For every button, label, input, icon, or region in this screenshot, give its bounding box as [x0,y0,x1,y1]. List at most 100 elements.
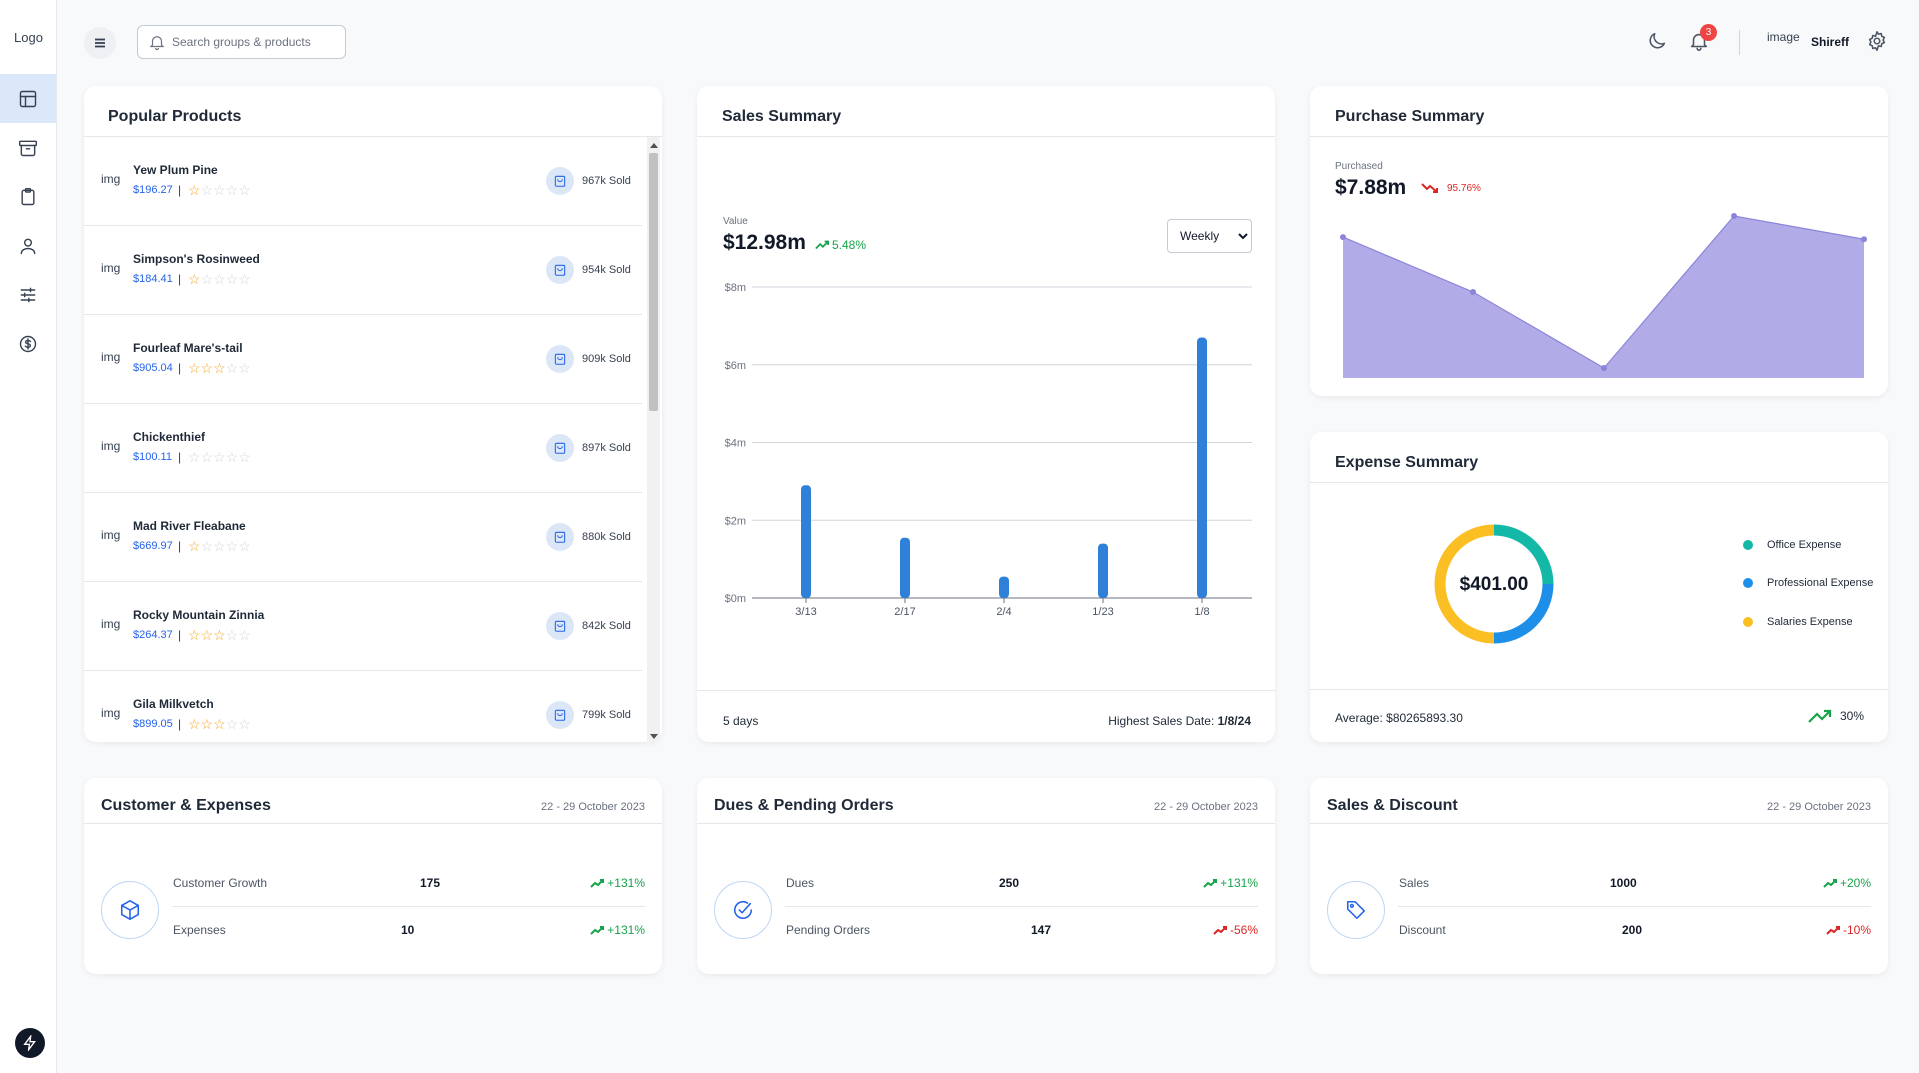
product-price: $184.41 [133,273,173,285]
divider [1398,906,1871,907]
nav-users[interactable] [0,221,56,270]
rating-stars: ☆☆☆☆☆ [188,538,251,554]
card-title: Expense Summary [1335,454,1479,471]
list-item[interactable]: img Yew Plum Pine $196.27 | ☆☆☆☆☆ 967k S… [84,137,642,226]
product-name: Chickenthief [133,430,206,444]
cart-button[interactable] [546,434,574,462]
logo: Logo [14,30,43,45]
user-name[interactable]: Shireff [1811,35,1850,49]
divider [172,906,645,907]
settings-button[interactable] [1863,27,1891,55]
list-item[interactable]: img Simpson's Rosinweed $184.41 | ☆☆☆☆☆ … [84,226,642,315]
trend-up-icon [1203,879,1218,888]
product-name: Mad River Fleabane [133,519,246,533]
card-title: Customer & Expenses [101,797,271,814]
row-label: Discount [1399,923,1446,937]
bar [801,485,811,598]
shopping-bag-icon [554,353,566,365]
purchase-change-value: 95.76% [1447,182,1481,194]
y-tick-label: $6m [725,360,746,372]
row-change-value: +131% [1220,876,1258,890]
scrollbar[interactable] [647,137,660,742]
product-name: Fourleaf Mare's-tail [133,341,243,355]
row-value: 250 [999,876,1020,890]
nav-dashboard[interactable] [0,74,56,123]
cart-button[interactable] [546,256,574,284]
row-label: Expenses [173,923,226,937]
product-price: $264.37 [133,629,173,641]
dark-mode-toggle[interactable] [1643,27,1671,55]
sold-count: 897k Sold [582,442,631,454]
divider [1310,823,1888,824]
trend-down-icon [1421,183,1438,193]
area-fill [1343,216,1864,378]
legend-salaries: Salaries Expense [1743,616,1853,628]
search-input[interactable] [172,35,342,49]
purchased-value: $7.88m [1335,176,1407,199]
divider [84,136,662,137]
row-value: 175 [420,876,441,890]
legend-office: Office Expense [1743,539,1841,551]
cart-button[interactable] [546,612,574,640]
bolt-button[interactable] [15,1028,45,1058]
dollar-circle-icon [19,335,37,352]
cart-button[interactable] [546,523,574,551]
sales-value: $12.98m [723,231,806,254]
nav-inventory[interactable] [0,123,56,172]
menu-toggle-button[interactable] [84,27,116,59]
divider [697,823,1275,824]
bar [900,537,910,598]
average-change-value: 30% [1839,709,1864,723]
shopping-bag-icon [554,175,566,187]
divider [697,690,1275,691]
product-image: img [101,528,121,542]
product-price: $100.11 [133,451,172,463]
avatar[interactable]: image [1767,30,1800,44]
separator: | [178,361,182,375]
sales-discount-card: Sales & Discount 22 - 29 October 2023 Sa… [1310,778,1888,974]
row-change: +131% [590,876,645,890]
cart-button[interactable] [546,701,574,729]
scrollbar-thumb[interactable] [649,153,658,411]
sidebar: Logo [0,0,57,1073]
scroll-up-icon[interactable] [650,143,658,148]
list-item[interactable]: img Gila Milkvetch $899.05 | ☆☆☆☆☆ 799k … [84,671,642,742]
cart-button[interactable] [546,167,574,195]
nav-expenses[interactable] [0,319,56,368]
row-change-value: +131% [607,876,645,890]
divider [1310,136,1888,137]
row-value: 147 [1031,923,1052,937]
nav-settings[interactable] [0,270,56,319]
legend-dot [1743,540,1753,550]
purchased-label: Purchased [1335,161,1383,172]
list-item[interactable]: img Chickenthief $100.11 | ☆☆☆☆☆ 897k So… [84,404,642,493]
x-tick-label: 1/8 [1194,606,1209,618]
customer-icon-badge [101,881,159,939]
row-label: Customer Growth [173,876,268,890]
product-price: $899.05 [133,718,173,730]
dues-pending-card: Dues & Pending Orders 22 - 29 October 20… [697,778,1275,974]
bolt-icon [23,1035,36,1051]
legend-label: Professional Expense [1767,577,1874,589]
period-select[interactable]: Weekly [1167,219,1252,253]
list-item[interactable]: img Mad River Fleabane $669.97 | ☆☆☆☆☆ 8… [84,493,642,582]
divider [785,906,1258,907]
product-list[interactable]: img Yew Plum Pine $196.27 | ☆☆☆☆☆ 967k S… [84,137,642,742]
cart-button[interactable] [546,345,574,373]
donut-slice [1493,524,1554,585]
row-change: -10% [1826,923,1871,937]
sales-summary-card: Sales Summary Value $12.98m 5.48% Weekly… [697,86,1275,742]
list-item[interactable]: img Fourleaf Mare's-tail $905.04 | ☆☆☆☆☆… [84,315,642,404]
list-item[interactable]: img Rocky Mountain Zinnia $264.37 | ☆☆☆☆… [84,582,642,671]
row-change-value: -56% [1229,923,1258,937]
purchase-summary-card: Purchase Summary Purchased $7.88m 95.76% [1310,86,1888,396]
y-tick-label: $0m [725,593,746,605]
y-tick-label: $8m [725,282,746,294]
rating-stars: ☆☆☆☆☆ [188,360,251,376]
y-tick-label: $4m [725,438,746,450]
footer-days: 5 days [723,714,759,728]
highest-date: 1/8/24 [1217,714,1251,728]
check-circle-icon [733,900,753,919]
scroll-down-icon[interactable] [650,734,658,739]
nav-products[interactable] [0,172,56,221]
